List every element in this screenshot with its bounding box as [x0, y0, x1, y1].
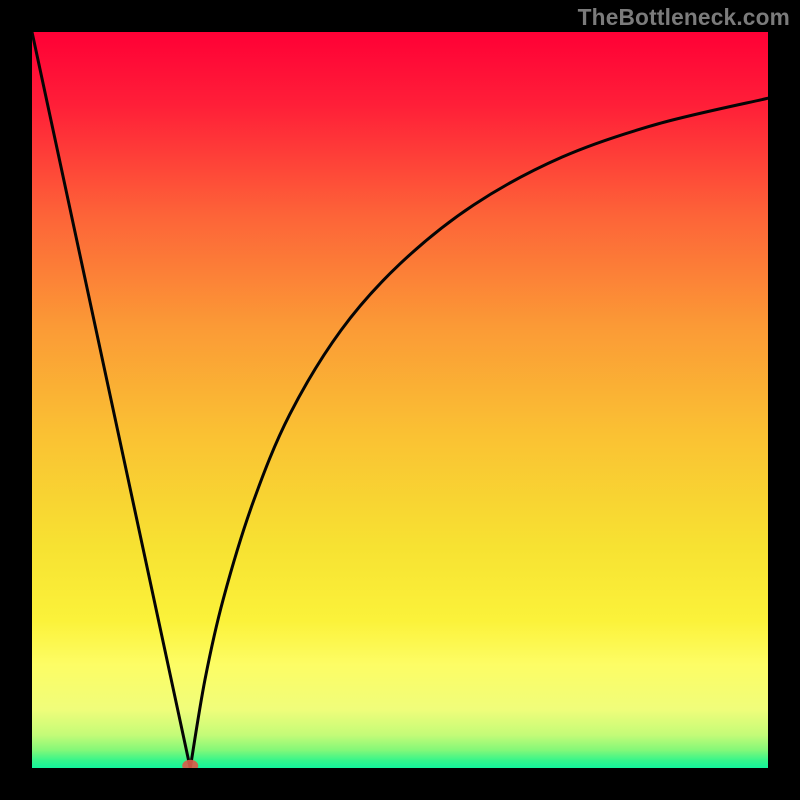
plot-area [32, 32, 768, 768]
watermark-text: TheBottleneck.com [578, 4, 790, 31]
chart-frame: TheBottleneck.com [0, 0, 800, 800]
chart-svg [32, 32, 768, 768]
gradient-background [32, 32, 768, 768]
